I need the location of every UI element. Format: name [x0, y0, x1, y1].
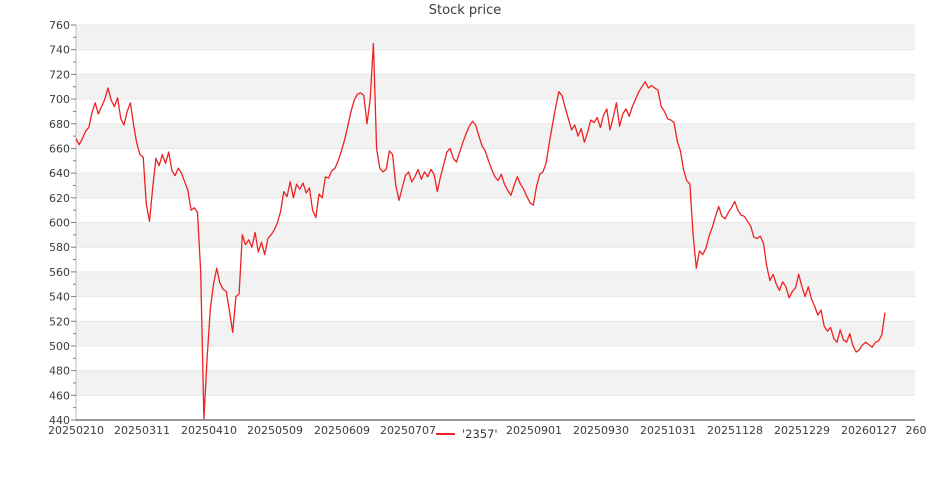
y-axis-tick-label: 720 [49, 68, 70, 81]
grid-band [76, 49, 915, 75]
y-axis-tick-label: 480 [49, 365, 70, 378]
y-axis-tick-label: 500 [49, 340, 70, 353]
y-axis-ticks [71, 24, 76, 421]
legend-series-label: '2357' [462, 427, 498, 441]
y-axis-labels: 760 740 720 700 680 660 640 620 600 580 560 540 520 5… [49, 19, 70, 427]
grid-band [76, 99, 915, 124]
grid-band [76, 271, 915, 297]
x-axis-tick-label: 20250311 [114, 424, 170, 437]
x-axis-tick-label: 20251128 [707, 424, 763, 437]
x-axis-tick-label: 20250930 [573, 424, 629, 437]
y-axis-tick-label: 680 [49, 118, 70, 131]
x-axis-tick-label: 20250609 [314, 424, 370, 437]
grid-band [76, 321, 915, 346]
y-axis-tick-label: 700 [49, 93, 70, 106]
legend-line-icon [436, 433, 455, 435]
y-axis-tick-label: 580 [49, 241, 70, 254]
grid-band [76, 345, 915, 371]
y-axis-tick-label: 520 [49, 315, 70, 328]
grid-band [76, 148, 915, 174]
x-axis-labels: 20250210 20250311 20250410 20250509 20250609… [48, 424, 927, 437]
y-axis-tick-label: 660 [49, 142, 70, 155]
x-axis-tick-label: 260 [906, 424, 927, 437]
x-axis-tick-label: 20251229 [774, 424, 830, 437]
x-axis-tick-label: 20251031 [640, 424, 696, 437]
grid-band [76, 247, 915, 272]
y-axis-tick-label: 460 [49, 389, 70, 402]
x-axis-tick-label: 20250210 [48, 424, 104, 437]
grid-band [76, 197, 915, 223]
y-axis-tick-label: 740 [49, 44, 70, 57]
grid-band [76, 296, 915, 322]
y-axis-tick-label: 640 [49, 167, 70, 180]
y-axis-tick-label: 760 [49, 19, 70, 32]
grid-band [76, 395, 915, 420]
y-axis-tick-label: 560 [49, 266, 70, 279]
chart-title: Stock price [428, 3, 502, 18]
price-line-series [75, 42, 886, 420]
grid-band [76, 25, 915, 50]
x-axis-tick-label: 20260127 [841, 424, 897, 437]
x-axis-tick-label: 20250410 [181, 424, 237, 437]
grid-band [76, 222, 915, 248]
grid-bands [76, 25, 915, 420]
x-axis-tick-label: 20250901 [506, 424, 562, 437]
legend: '2357' [436, 427, 498, 441]
y-axis-tick-label: 620 [49, 192, 70, 205]
y-axis-tick-label: 600 [49, 217, 70, 230]
x-axis-tick-label: 20250509 [247, 424, 303, 437]
grid-band [76, 123, 915, 149]
y-axis-tick-label: 440 [49, 414, 70, 427]
x-axis-tick-label: 20250707 [380, 424, 436, 437]
grid-band [76, 74, 915, 100]
grid-band [76, 370, 915, 396]
y-axis-tick-label: 540 [49, 291, 70, 304]
